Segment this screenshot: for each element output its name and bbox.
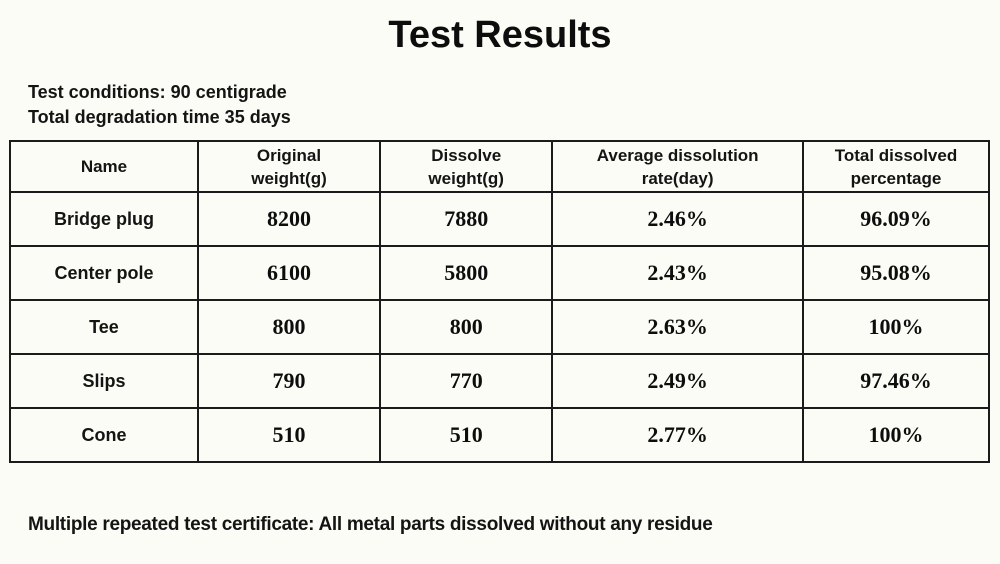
cell-dissolution-rate: 2.43% — [551, 245, 804, 301]
header-label-line1: Average dissolution — [596, 145, 759, 165]
table-row: Cone 510 510 2.77% 100% — [9, 407, 991, 463]
cell-dissolved-percentage: 95.08% — [801, 245, 991, 301]
cell-dissolution-rate: 2.77% — [551, 407, 804, 463]
header-label: Name — [80, 157, 128, 176]
footer-note: Multiple repeated test certificate: All … — [28, 514, 713, 535]
column-header-original-weight: Original weight(g) — [196, 140, 382, 193]
header-label-line1: Dissolve — [431, 145, 502, 165]
header-label-line2: percentage — [850, 168, 942, 188]
condition-temperature: Test conditions: 90 centigrade — [28, 82, 287, 102]
header-label-line2: weight(g) — [428, 168, 504, 188]
cell-name: Bridge plug — [9, 191, 199, 247]
cell-original-weight: 800 — [196, 299, 382, 355]
cell-original-weight: 8200 — [196, 191, 382, 247]
header-label-line1: Total dissolved — [834, 145, 958, 165]
cell-original-weight: 6100 — [196, 245, 382, 301]
table-row: Slips 790 770 2.49% 97.46% — [9, 353, 991, 409]
table-row: Bridge plug 8200 7880 2.46% 96.09% — [9, 191, 991, 247]
cell-dissolved-percentage: 100% — [801, 299, 991, 355]
cell-dissolution-rate: 2.49% — [551, 353, 804, 409]
table-row: Center pole 6100 5800 2.43% 95.08% — [9, 245, 991, 301]
cell-dissolve-weight: 510 — [379, 407, 554, 463]
cell-dissolved-percentage: 97.46% — [801, 353, 991, 409]
cell-original-weight: 510 — [196, 407, 382, 463]
column-header-dissolution-rate: Average dissolution rate(day) — [551, 140, 804, 193]
column-header-dissolved-percentage: Total dissolved percentage — [801, 140, 991, 193]
condition-duration: Total degradation time 35 days — [28, 107, 291, 127]
header-label-line2: rate(day) — [641, 168, 714, 188]
cell-dissolution-rate: 2.46% — [551, 191, 804, 247]
test-conditions: Test conditions: 90 centigrade Total deg… — [28, 80, 291, 130]
cell-dissolved-percentage: 100% — [801, 407, 991, 463]
cell-dissolve-weight: 770 — [379, 353, 554, 409]
results-table: Name Original weight(g) Dissolve weight(… — [9, 140, 991, 463]
page-title: Test Results — [388, 14, 612, 56]
column-header-dissolve-weight: Dissolve weight(g) — [379, 140, 554, 193]
table-header-row: Name Original weight(g) Dissolve weight(… — [9, 140, 991, 193]
header-label-line2: weight(g) — [251, 168, 327, 188]
table-row: Tee 800 800 2.63% 100% — [9, 299, 991, 355]
cell-name: Slips — [9, 353, 199, 409]
cell-dissolution-rate: 2.63% — [551, 299, 804, 355]
cell-dissolve-weight: 5800 — [379, 245, 554, 301]
cell-name: Tee — [9, 299, 199, 355]
cell-name: Cone — [9, 407, 199, 463]
cell-dissolve-weight: 7880 — [379, 191, 554, 247]
cell-dissolve-weight: 800 — [379, 299, 554, 355]
cell-original-weight: 790 — [196, 353, 382, 409]
cell-name: Center pole — [9, 245, 199, 301]
column-header-name: Name — [9, 140, 199, 193]
cell-dissolved-percentage: 96.09% — [801, 191, 991, 247]
header-label-line1: Original — [256, 145, 322, 165]
